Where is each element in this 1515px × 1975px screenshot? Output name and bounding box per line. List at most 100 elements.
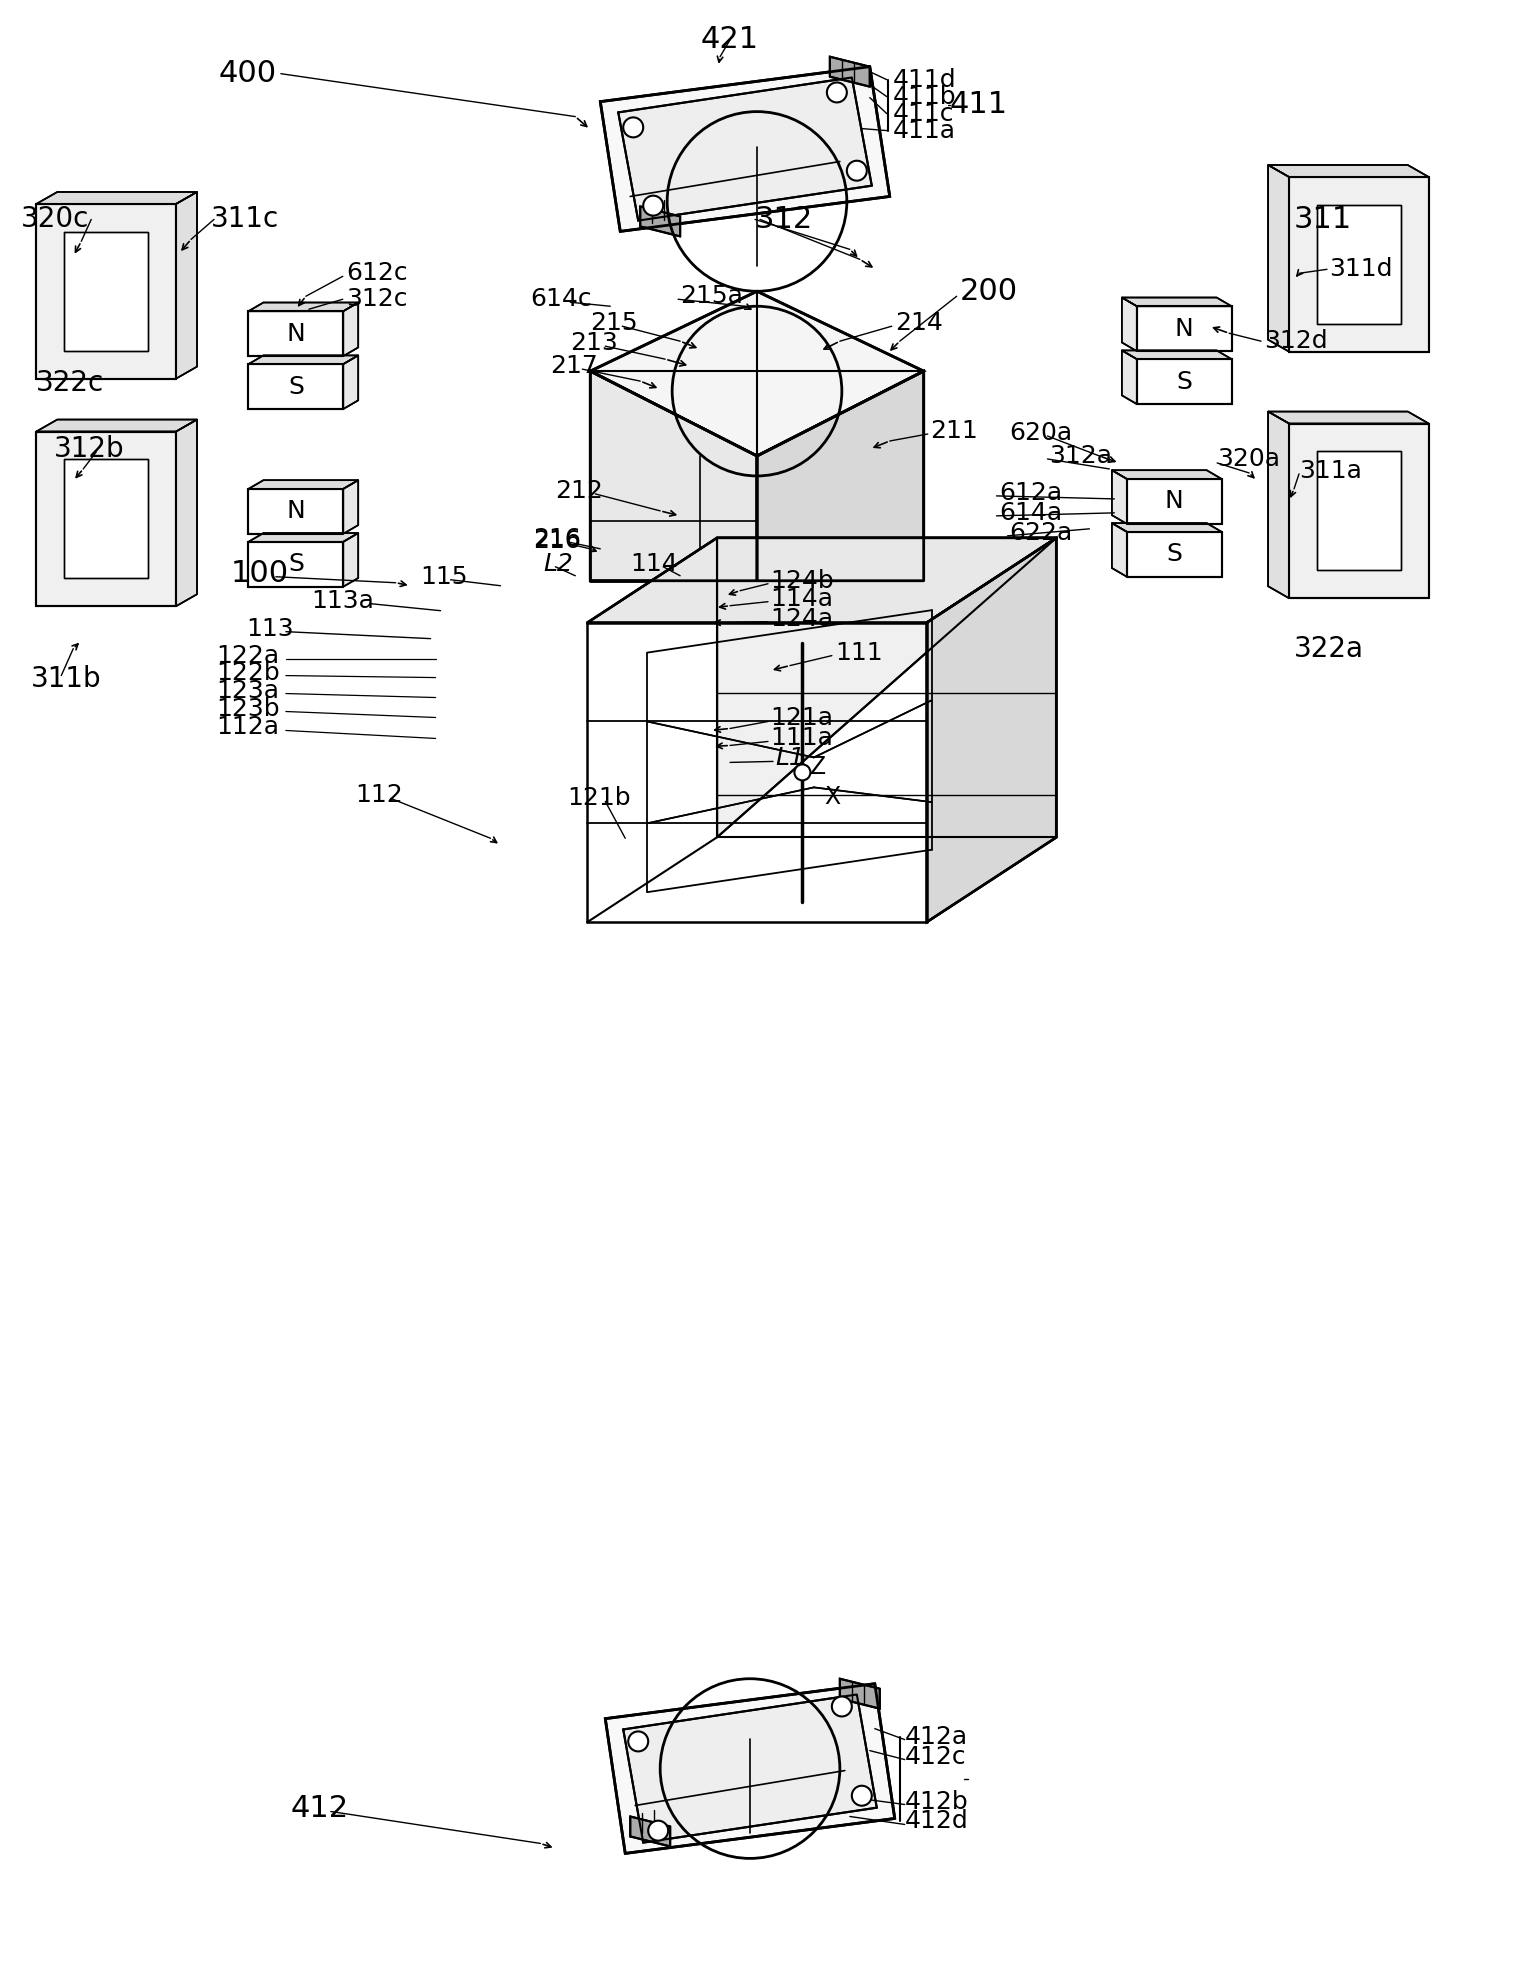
Polygon shape: [1127, 531, 1221, 577]
Polygon shape: [36, 419, 197, 431]
Circle shape: [827, 83, 847, 103]
Polygon shape: [1317, 205, 1401, 324]
Text: N: N: [286, 500, 305, 523]
Polygon shape: [591, 371, 758, 581]
Text: 216: 216: [533, 529, 582, 553]
Text: 311b: 311b: [32, 664, 102, 693]
Text: 311d: 311d: [1329, 257, 1392, 280]
Text: N: N: [286, 322, 305, 346]
Polygon shape: [588, 537, 1056, 622]
Polygon shape: [176, 192, 197, 379]
Text: 312b: 312b: [55, 434, 124, 462]
Text: 111: 111: [835, 640, 882, 666]
Polygon shape: [1289, 178, 1429, 352]
Polygon shape: [1112, 470, 1127, 523]
Text: 113a: 113a: [311, 589, 374, 612]
Text: 412a: 412a: [904, 1724, 968, 1748]
Polygon shape: [630, 1817, 670, 1847]
Polygon shape: [927, 537, 1056, 922]
Polygon shape: [1317, 452, 1401, 571]
Polygon shape: [591, 290, 924, 456]
Text: 212: 212: [556, 478, 603, 504]
Text: 312c: 312c: [345, 286, 408, 312]
Text: N: N: [1174, 316, 1194, 342]
Polygon shape: [36, 192, 197, 203]
Text: 115: 115: [421, 565, 468, 589]
Polygon shape: [623, 1695, 877, 1843]
Text: S: S: [1176, 369, 1192, 393]
Text: 322c: 322c: [36, 369, 105, 397]
Text: 215a: 215a: [680, 284, 742, 308]
Polygon shape: [64, 460, 148, 579]
Polygon shape: [344, 480, 358, 533]
Text: 124a: 124a: [770, 606, 833, 630]
Text: S: S: [1167, 543, 1182, 567]
Polygon shape: [1268, 411, 1289, 598]
Polygon shape: [1268, 166, 1289, 352]
Polygon shape: [1127, 478, 1221, 523]
Circle shape: [648, 1821, 668, 1841]
Polygon shape: [1112, 523, 1221, 531]
Polygon shape: [176, 419, 197, 606]
Text: 111a: 111a: [770, 727, 833, 750]
Text: 612a: 612a: [1000, 480, 1062, 506]
Text: 411: 411: [950, 91, 1007, 118]
Polygon shape: [600, 67, 889, 231]
Polygon shape: [717, 537, 1056, 837]
Text: L1: L1: [776, 747, 804, 770]
Text: 215: 215: [591, 312, 638, 336]
Circle shape: [794, 764, 811, 780]
Circle shape: [629, 1732, 648, 1752]
Text: 421: 421: [700, 26, 758, 53]
Text: 312d: 312d: [1264, 330, 1327, 354]
Text: 320a: 320a: [1217, 446, 1280, 470]
Polygon shape: [36, 203, 176, 379]
Text: 411a: 411a: [892, 118, 956, 142]
Text: 614a: 614a: [1000, 502, 1062, 525]
Polygon shape: [1136, 306, 1232, 352]
Text: 612c: 612c: [345, 261, 408, 284]
Circle shape: [832, 1697, 851, 1716]
Text: N: N: [1165, 490, 1183, 514]
Circle shape: [851, 1785, 871, 1805]
Text: 622a: 622a: [1009, 521, 1073, 545]
Text: 123b: 123b: [217, 697, 280, 721]
Text: S: S: [288, 375, 305, 399]
Polygon shape: [36, 431, 176, 606]
Text: 217: 217: [550, 354, 598, 377]
Text: 200: 200: [959, 276, 1018, 306]
Polygon shape: [344, 302, 358, 356]
Text: 121a: 121a: [770, 707, 833, 731]
Polygon shape: [839, 1679, 880, 1708]
Polygon shape: [618, 77, 871, 221]
Text: 320c: 320c: [21, 205, 89, 233]
Text: 113: 113: [245, 616, 294, 640]
Polygon shape: [1289, 423, 1429, 598]
Text: 121b: 121b: [567, 786, 630, 810]
Text: 311: 311: [1294, 205, 1353, 233]
Text: 411d: 411d: [892, 67, 956, 91]
Text: 620a: 620a: [1009, 421, 1073, 444]
Text: 112a: 112a: [217, 715, 279, 739]
Text: 114a: 114a: [770, 587, 833, 610]
Text: 122b: 122b: [217, 660, 280, 685]
Polygon shape: [1136, 359, 1232, 405]
Text: 412: 412: [291, 1793, 348, 1823]
Text: 112: 112: [356, 784, 403, 808]
Text: 122a: 122a: [217, 644, 279, 668]
Text: 311c: 311c: [211, 205, 279, 233]
Polygon shape: [1121, 350, 1232, 359]
Text: S: S: [288, 553, 305, 577]
Polygon shape: [1121, 350, 1136, 405]
Text: 311a: 311a: [1298, 458, 1362, 484]
Polygon shape: [248, 312, 344, 356]
Text: L2: L2: [544, 551, 573, 577]
Text: 114: 114: [630, 551, 679, 577]
Polygon shape: [1268, 166, 1429, 178]
Text: 213: 213: [570, 332, 618, 356]
Circle shape: [847, 160, 867, 180]
Polygon shape: [1112, 470, 1221, 478]
Circle shape: [623, 117, 644, 138]
Text: 123a: 123a: [217, 679, 279, 703]
Text: 411b: 411b: [892, 85, 956, 109]
